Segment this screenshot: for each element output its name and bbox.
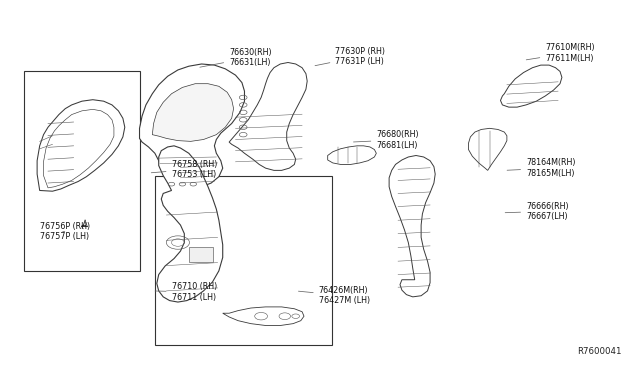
Text: 77610M(RH)
77611M(LH): 77610M(RH) 77611M(LH) bbox=[526, 43, 595, 62]
Polygon shape bbox=[229, 62, 307, 170]
Text: 76758 (RH)
76753 (LH): 76758 (RH) 76753 (LH) bbox=[151, 160, 217, 179]
Text: 76666(RH)
76667(LH): 76666(RH) 76667(LH) bbox=[505, 202, 569, 221]
Bar bbox=[189, 247, 213, 262]
Polygon shape bbox=[328, 146, 376, 164]
Text: 76756P (RH)
76757P (LH): 76756P (RH) 76757P (LH) bbox=[40, 222, 90, 241]
Polygon shape bbox=[468, 128, 507, 170]
Polygon shape bbox=[157, 146, 223, 302]
Polygon shape bbox=[500, 65, 562, 107]
Text: 76680(RH)
76681(LH): 76680(RH) 76681(LH) bbox=[353, 130, 419, 150]
Bar bbox=[24, 71, 140, 271]
Text: 76630(RH)
76631(LH): 76630(RH) 76631(LH) bbox=[200, 48, 272, 67]
Bar bbox=[155, 176, 332, 345]
Polygon shape bbox=[152, 84, 234, 141]
Text: 77630P (RH)
77631P (LH): 77630P (RH) 77631P (LH) bbox=[315, 47, 385, 66]
Text: 76710 (RH)
76711 (LH): 76710 (RH) 76711 (LH) bbox=[155, 282, 217, 302]
Polygon shape bbox=[140, 64, 244, 188]
Polygon shape bbox=[223, 307, 304, 326]
Text: R7600041: R7600041 bbox=[577, 347, 622, 356]
Polygon shape bbox=[37, 100, 125, 191]
Text: 78164M(RH)
78165M(LH): 78164M(RH) 78165M(LH) bbox=[507, 158, 575, 178]
Text: 76426M(RH)
76427M (LH): 76426M(RH) 76427M (LH) bbox=[298, 286, 370, 305]
Polygon shape bbox=[44, 109, 114, 188]
Polygon shape bbox=[389, 155, 435, 297]
